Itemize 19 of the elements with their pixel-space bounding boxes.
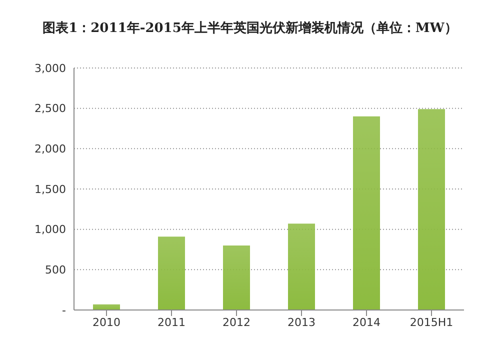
chart-title: 图表1：2011年-2015年上半年英国光伏新增装机情况（单位：MW）: [42, 20, 458, 38]
x-tick-label: 2013: [288, 316, 316, 329]
y-tick-label: 2,000: [34, 142, 66, 156]
x-tick-label: 2010: [92, 316, 120, 329]
bar: [353, 116, 380, 310]
bar: [223, 245, 250, 310]
x-tick-label: 2012: [222, 316, 250, 329]
bar: [158, 236, 185, 310]
x-tick-label: 2011: [158, 316, 186, 329]
y-tick-label: -: [62, 304, 66, 317]
x-tick-label: 2015H1: [410, 316, 454, 329]
y-tick-label: 2,500: [34, 102, 66, 116]
y-tick-label: 1,000: [34, 223, 66, 236]
y-tick-label: 1,500: [34, 182, 66, 196]
bar: [418, 109, 445, 310]
x-tick-label: 2014: [352, 316, 380, 329]
bar: [288, 224, 315, 310]
y-tick-label: 500: [45, 264, 66, 277]
y-tick-label: 3,000: [34, 62, 66, 75]
